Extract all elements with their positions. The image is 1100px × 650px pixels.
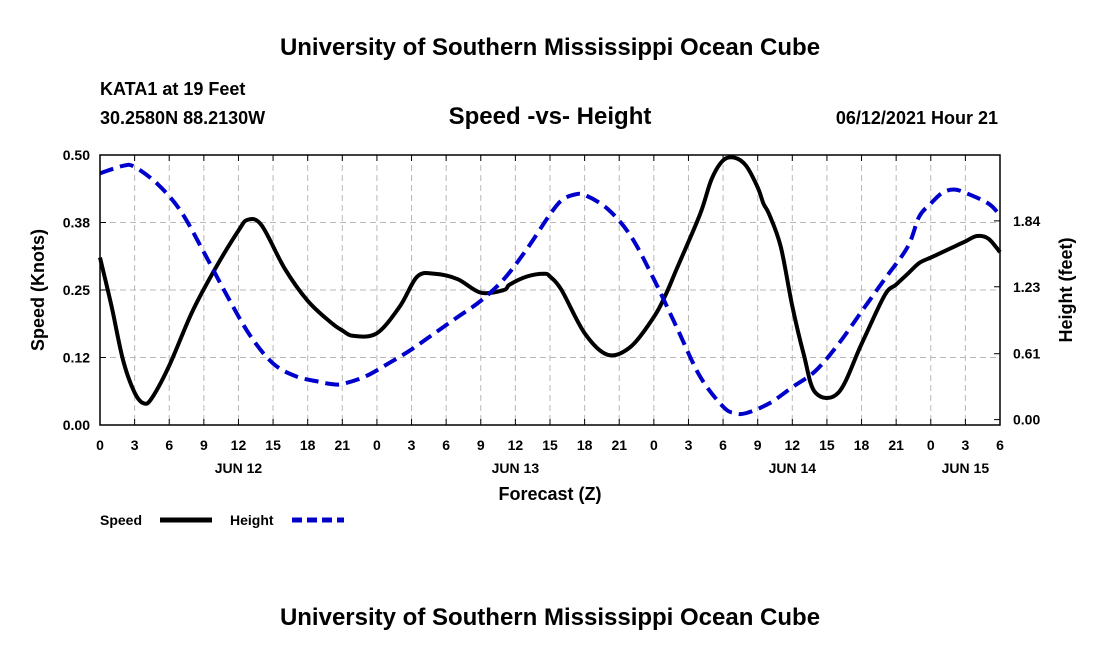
datetime-label: 06/12/2021 Hour 21 bbox=[836, 108, 998, 128]
x-axis-label: Forecast (Z) bbox=[498, 484, 601, 504]
series-line-height bbox=[99, 162, 1002, 417]
x-tick-label: 6 bbox=[996, 437, 1004, 453]
x-tick-label: 15 bbox=[542, 437, 558, 453]
grid bbox=[100, 155, 1000, 425]
x-tick-label: 21 bbox=[611, 437, 627, 453]
coords-label: 30.2580N 88.2130W bbox=[100, 108, 265, 128]
y-axis-right-label: Height (feet) bbox=[1056, 238, 1076, 343]
y-right-tick-label: 1.84 bbox=[1013, 213, 1040, 229]
x-tick-label: 18 bbox=[577, 437, 593, 453]
x-tick-label: 12 bbox=[508, 437, 524, 453]
x-tick-label: 6 bbox=[165, 437, 173, 453]
y-left-tick-label: 0.25 bbox=[63, 282, 90, 298]
x-tick-label: 21 bbox=[888, 437, 904, 453]
y-axis-left-label: Speed (Knots) bbox=[28, 229, 48, 351]
x-tick-label: 15 bbox=[265, 437, 281, 453]
legend-height-label: Height bbox=[230, 512, 274, 528]
series-line-speed bbox=[98, 155, 1002, 406]
day-label: JUN 15 bbox=[942, 460, 990, 476]
legend: Speed Height bbox=[100, 512, 344, 528]
series-group bbox=[98, 155, 1002, 417]
x-tick-label: 6 bbox=[442, 437, 450, 453]
chart-title: Speed -vs- Height bbox=[449, 103, 652, 130]
x-tick-label: 12 bbox=[785, 437, 801, 453]
x-tick-label: 3 bbox=[408, 437, 416, 453]
x-tick-label: 0 bbox=[650, 437, 658, 453]
title-bottom: University of Southern Mississippi Ocean… bbox=[280, 604, 820, 631]
x-tick-label: 6 bbox=[719, 437, 727, 453]
y-left-tick-label: 0.00 bbox=[63, 417, 90, 433]
x-tick-label: 3 bbox=[131, 437, 139, 453]
y-left-tick-label: 0.38 bbox=[63, 215, 90, 231]
x-tick-label: 0 bbox=[373, 437, 381, 453]
y-right-tick-label: 0.61 bbox=[1013, 346, 1040, 362]
x-tick-label: 3 bbox=[685, 437, 693, 453]
station-label: KATA1 at 19 Feet bbox=[100, 79, 245, 99]
x-tick-label: 18 bbox=[300, 437, 316, 453]
x-tick-label: 21 bbox=[335, 437, 351, 453]
y-right-tick-label: 0.00 bbox=[1013, 412, 1040, 428]
day-label: JUN 13 bbox=[492, 460, 540, 476]
x-tick-label: 9 bbox=[477, 437, 485, 453]
day-label: JUN 14 bbox=[769, 460, 817, 476]
title-top: University of Southern Mississippi Ocean… bbox=[280, 34, 820, 61]
y-left-tick-label: 0.12 bbox=[63, 350, 90, 366]
y-right-tick-label: 1.23 bbox=[1013, 279, 1040, 295]
x-tick-label: 3 bbox=[961, 437, 969, 453]
x-tick-label: 0 bbox=[96, 437, 104, 453]
x-tick-label: 12 bbox=[231, 437, 247, 453]
day-label: JUN 12 bbox=[215, 460, 263, 476]
x-tick-label: 15 bbox=[819, 437, 835, 453]
x-tick-label: 9 bbox=[200, 437, 208, 453]
axes: 0 3 6 9 12 15 18 21 0 3 6 9 12 15 18 21 0 3 6 9 12 15 18 21 0 3 6J… bbox=[63, 147, 1041, 476]
x-tick-label: 9 bbox=[754, 437, 762, 453]
x-tick-label: 18 bbox=[854, 437, 870, 453]
x-tick-label: 0 bbox=[927, 437, 935, 453]
legend-speed-label: Speed bbox=[100, 512, 142, 528]
y-left-tick-label: 0.50 bbox=[63, 147, 90, 163]
